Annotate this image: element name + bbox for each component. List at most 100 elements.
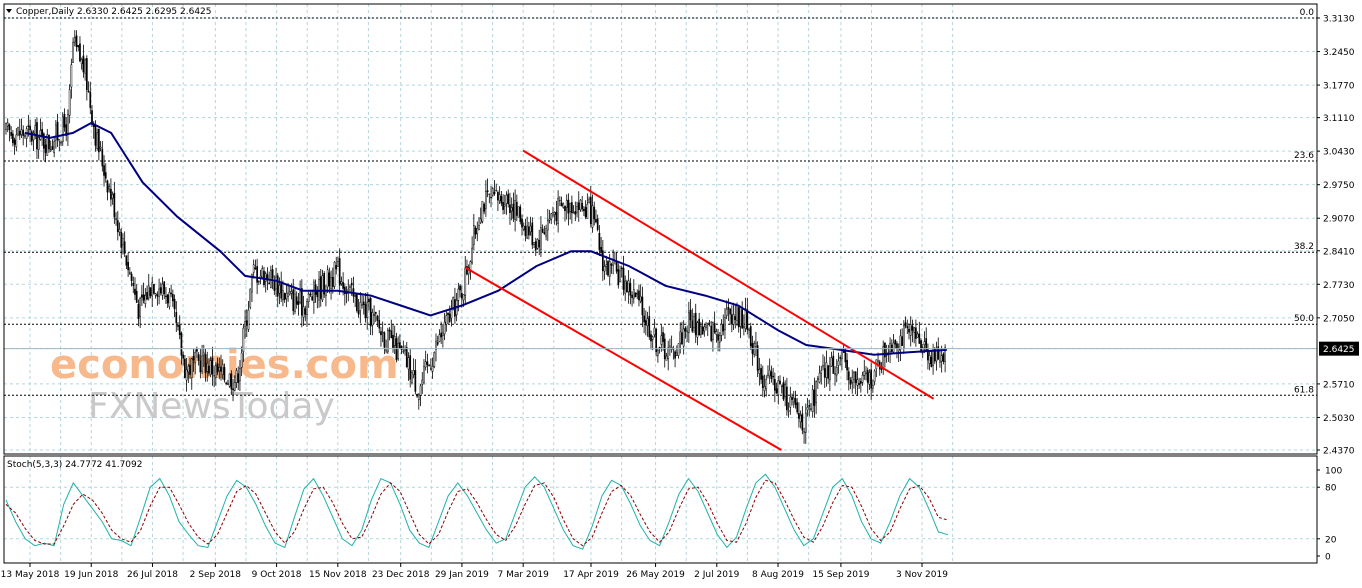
candle-body	[268, 282, 271, 285]
candle-body	[386, 330, 389, 353]
candle-body	[165, 295, 167, 298]
candle-body	[870, 369, 873, 389]
candle-body	[913, 327, 916, 333]
candle-body	[316, 291, 319, 298]
candle-body	[199, 360, 202, 373]
candle-body	[657, 349, 659, 356]
candle-body	[646, 318, 649, 326]
candle-body	[498, 194, 501, 202]
candle-body	[901, 336, 903, 346]
fib-label: 0.0	[1300, 8, 1315, 18]
candle-body	[469, 261, 472, 270]
price-tick-label: 2.9070	[1323, 215, 1355, 225]
stoch-header: Stoch(5,3,3) 24.7772 41.7092	[7, 460, 142, 470]
watermark-line2: FXNewsToday	[88, 386, 335, 427]
candle-body	[460, 293, 463, 299]
candle-body	[270, 269, 272, 288]
candle-body	[667, 347, 670, 359]
candle-body	[443, 321, 446, 335]
candle-body	[53, 141, 56, 153]
candle-body	[772, 375, 774, 378]
candle-body	[402, 350, 405, 353]
candle-body	[476, 228, 479, 234]
candle-body	[273, 280, 276, 291]
candle-body	[679, 331, 682, 344]
candle-body	[880, 368, 883, 370]
date-tick-label: 13 May 2018	[1, 570, 60, 580]
candle-body	[208, 365, 210, 374]
collapse-triangle-icon[interactable]	[6, 9, 12, 13]
candle-body	[10, 131, 13, 136]
candle-body	[550, 213, 553, 220]
candle-body	[98, 129, 100, 153]
candle-body	[230, 373, 233, 390]
candle-body	[438, 334, 441, 342]
candle-body	[290, 291, 293, 294]
candle-body	[906, 326, 909, 329]
candle-body	[884, 342, 886, 358]
candle-body	[232, 388, 234, 391]
candle-body	[674, 351, 676, 359]
candle-body	[841, 349, 843, 359]
candle-body	[354, 295, 357, 297]
candle-body	[923, 341, 926, 345]
candle-body	[411, 372, 413, 384]
candle-body	[536, 239, 539, 249]
candle-body	[423, 366, 425, 383]
candle-body	[419, 385, 422, 396]
candle-body	[373, 314, 375, 316]
candle-body	[368, 299, 370, 302]
candle-body	[636, 293, 639, 295]
candle-body	[323, 273, 326, 295]
candle-body	[245, 320, 248, 326]
candle-body	[414, 370, 417, 392]
candle-body	[832, 355, 835, 374]
candle-body	[558, 199, 561, 202]
candle-body	[839, 357, 842, 359]
candle-body	[581, 202, 584, 210]
candle-body	[225, 382, 228, 385]
moving-average	[24, 121, 947, 356]
candle-body	[543, 232, 546, 235]
candle-body	[185, 369, 188, 381]
candle-body	[763, 386, 766, 391]
candle-body	[615, 261, 618, 272]
candle-body	[101, 149, 104, 167]
candle-body	[223, 367, 226, 381]
candle-body	[567, 199, 570, 214]
candle-body	[249, 288, 252, 308]
price-axis: 3.3130 3.2450 3.1770 3.1110 3.0430 2.9750 2.90…	[4, 15, 1359, 457]
candle-body	[593, 206, 596, 220]
candle-body	[371, 312, 374, 326]
candle-body	[276, 275, 279, 297]
candle-body	[858, 383, 860, 385]
candle-body	[374, 311, 377, 314]
candle-body	[655, 328, 658, 353]
stoch-tick-label: 100	[1325, 467, 1342, 477]
candle-body	[89, 91, 92, 108]
candle-body	[565, 200, 568, 208]
candle-body	[184, 358, 186, 379]
candle-body	[409, 355, 412, 380]
candle-body	[629, 283, 632, 296]
candle-body	[577, 202, 580, 211]
candle-body	[610, 264, 613, 266]
candle-body	[918, 333, 921, 344]
candle-body	[153, 283, 155, 294]
candle-body	[247, 309, 250, 330]
candle-body	[576, 206, 578, 213]
candle-body	[388, 329, 391, 332]
candle-body	[851, 376, 854, 383]
candle-body	[49, 149, 52, 152]
candle-body	[445, 315, 448, 325]
candle-body	[115, 218, 117, 220]
date-tick-label: 23 Dec 2018	[372, 570, 430, 580]
candle-body	[8, 124, 11, 131]
candle-body	[37, 137, 40, 150]
candle-body	[73, 37, 76, 43]
candle-body	[706, 323, 709, 326]
candle-body	[927, 349, 929, 361]
candle-body	[87, 90, 90, 93]
candle-body	[510, 207, 513, 212]
